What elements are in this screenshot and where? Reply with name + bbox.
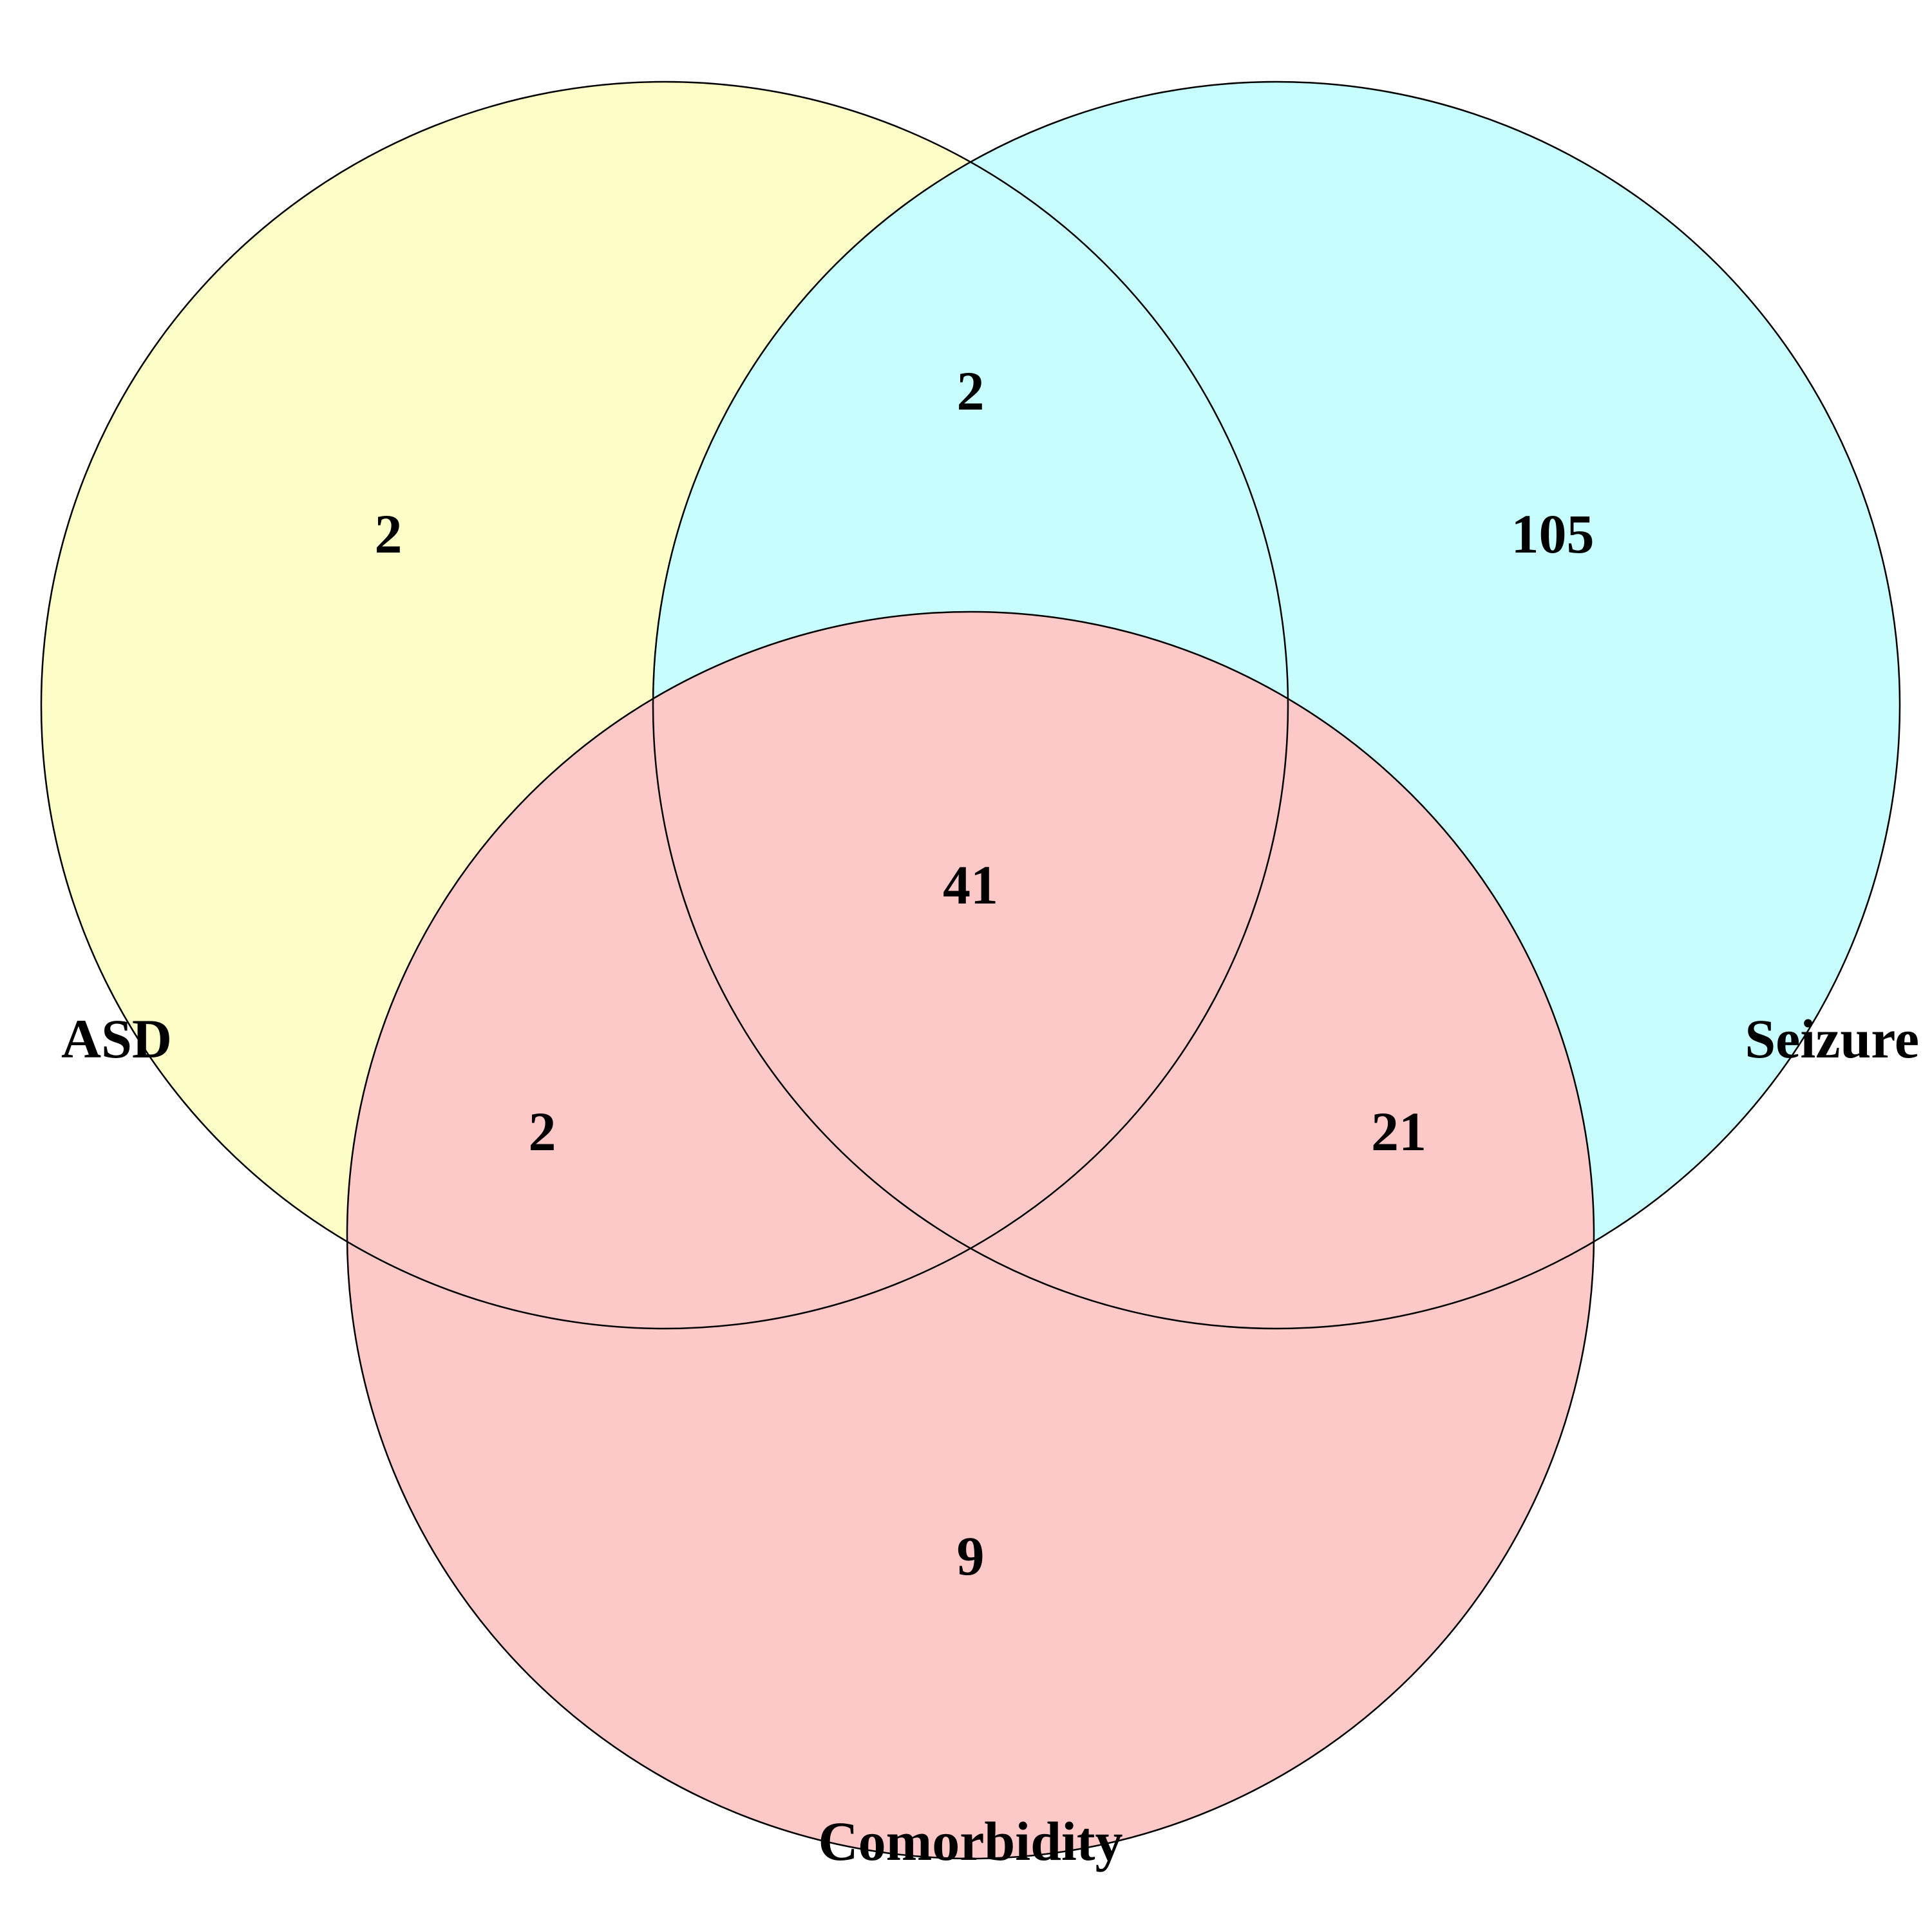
comorbidity-only-count: 9 <box>957 1525 985 1587</box>
asd-set-label: ASD <box>61 1008 172 1070</box>
seizure-circle-outline <box>652 80 1901 1330</box>
asd-only-count: 2 <box>375 503 402 565</box>
asd-circle-outline <box>40 80 1289 1330</box>
all-three-count: 41 <box>943 854 998 916</box>
asd-comorbidity-count: 2 <box>529 1101 556 1162</box>
asd-seizure-count: 2 <box>957 360 985 422</box>
seizure-set-label: Seizure <box>1745 1008 1919 1070</box>
comorbidity-circle-outline <box>346 611 1595 1860</box>
seizure-comorbidity-count: 21 <box>1371 1101 1426 1162</box>
seizure-only-count: 105 <box>1511 503 1595 565</box>
comorbidity-set-label: Comorbidity <box>819 1810 1123 1872</box>
